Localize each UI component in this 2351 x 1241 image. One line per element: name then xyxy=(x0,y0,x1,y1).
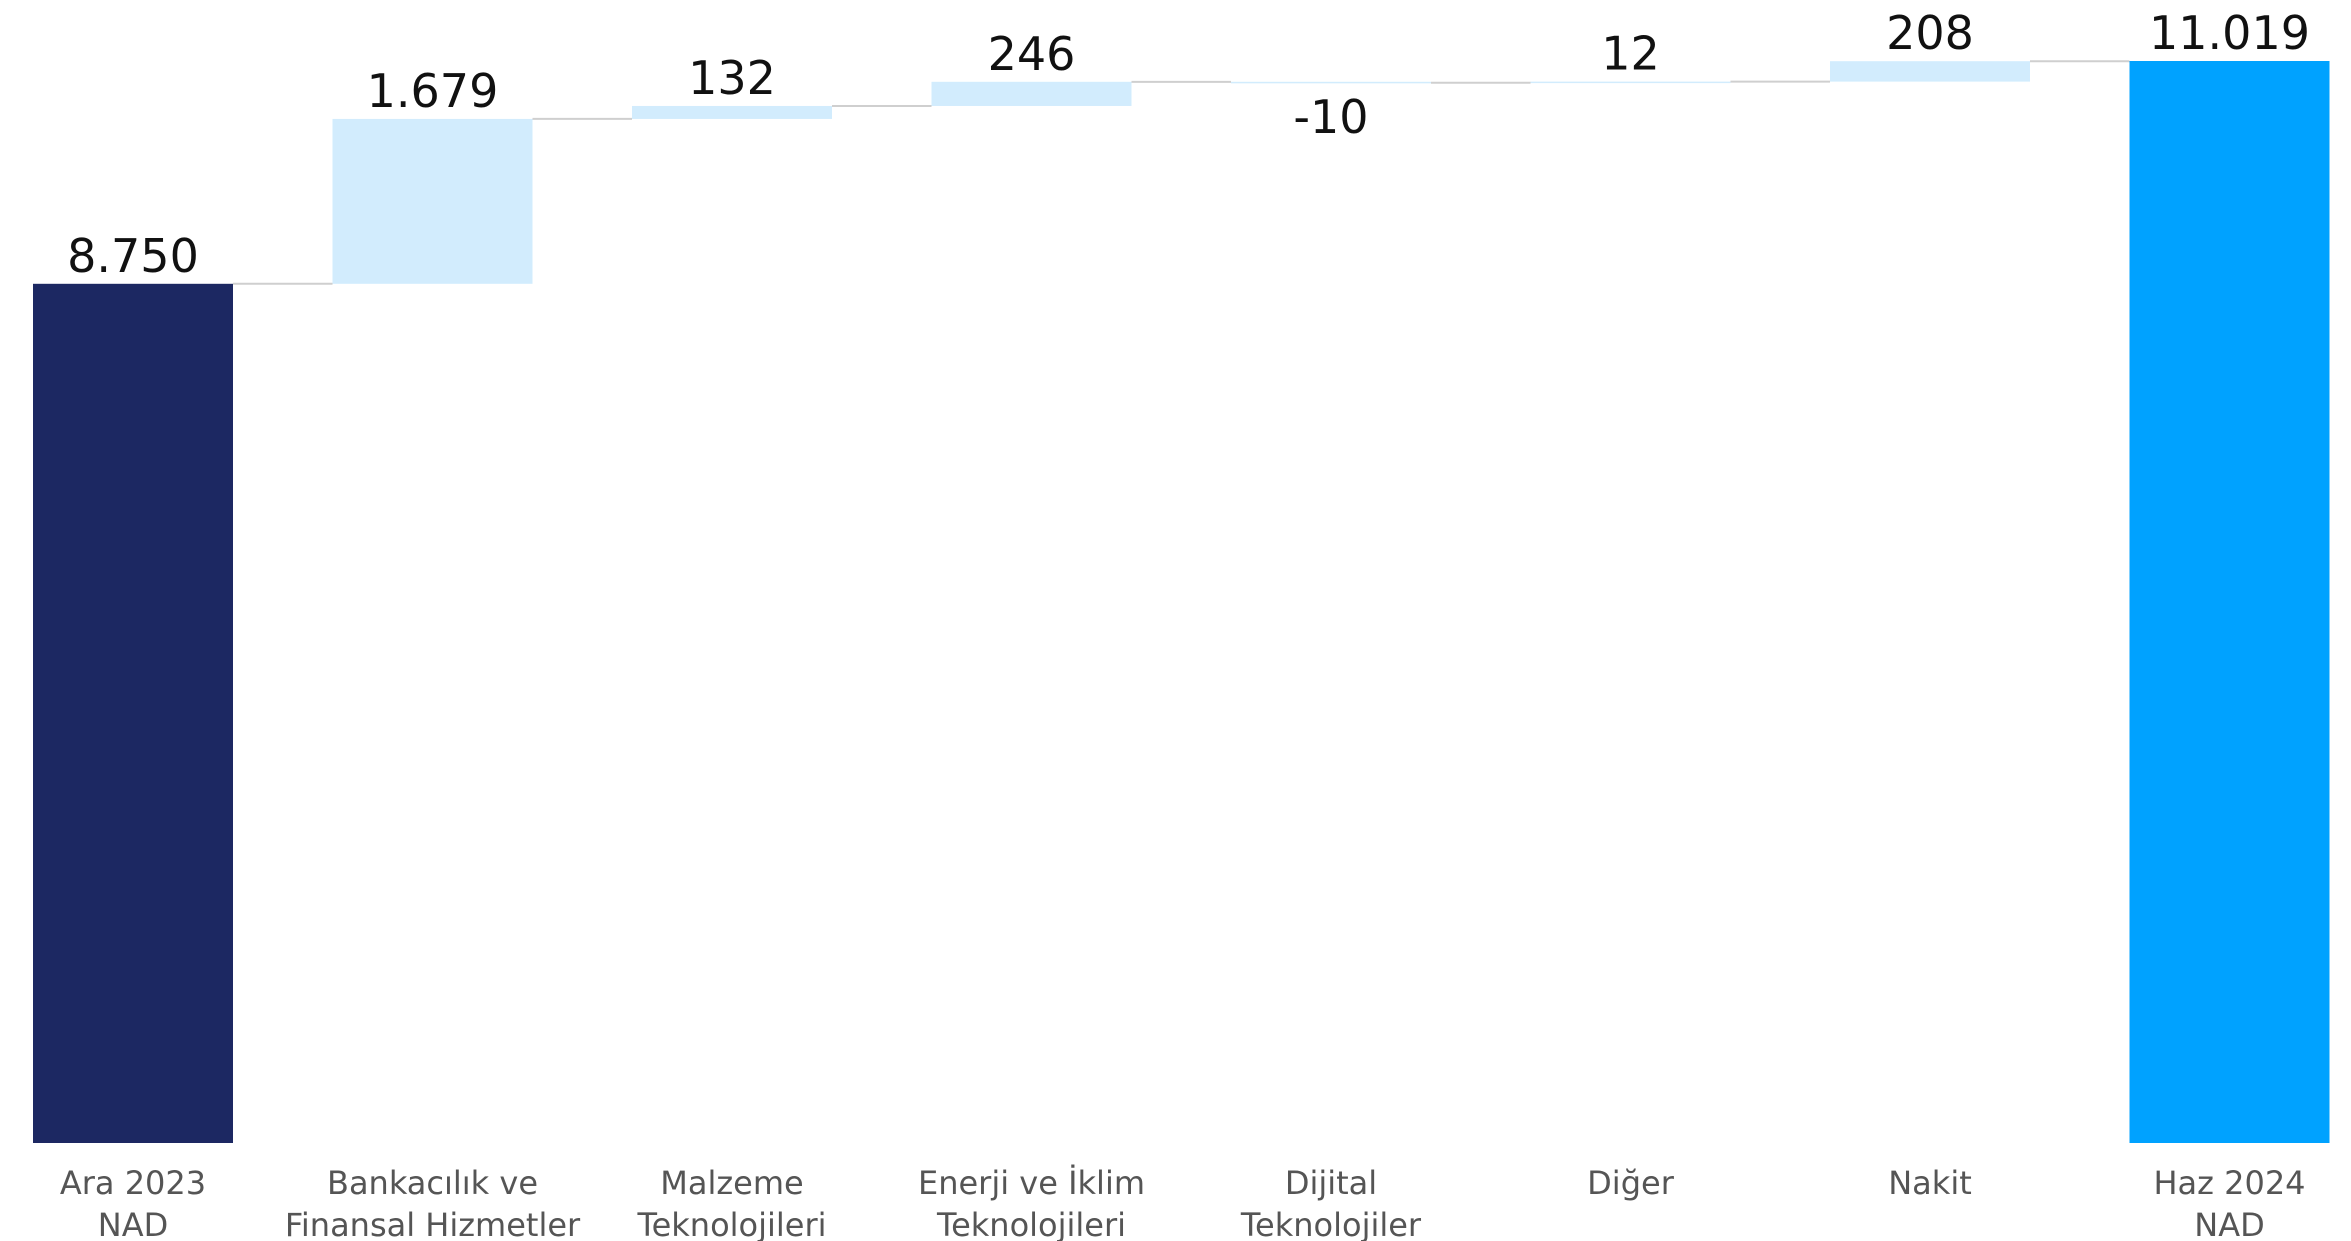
value-label: 8.750 xyxy=(67,229,199,283)
bars-group xyxy=(33,61,2330,1143)
category-label: Teknolojileri xyxy=(636,1206,826,1241)
value-label: 11.019 xyxy=(2149,6,2310,60)
value-label: 132 xyxy=(688,51,776,105)
bar xyxy=(632,105,832,119)
bar xyxy=(1530,81,1731,84)
category-label: Teknolojiler xyxy=(1240,1206,1422,1241)
category-label: Finansal Hizmetler xyxy=(285,1206,581,1241)
category-label: Ara 2023 xyxy=(60,1164,206,1202)
category-label: Malzeme xyxy=(660,1164,803,1202)
category-label: Diğer xyxy=(1587,1164,1675,1202)
connector-lines xyxy=(233,60,2130,285)
category-label: Teknolojileri xyxy=(936,1206,1126,1241)
bar xyxy=(1830,61,2030,82)
category-label: Dijital xyxy=(1285,1164,1377,1202)
category-label: Bankacılık ve xyxy=(327,1164,538,1202)
value-label: 246 xyxy=(988,27,1076,81)
category-label: Nakit xyxy=(1888,1164,1972,1202)
value-label: 208 xyxy=(1886,6,1974,60)
bar xyxy=(33,283,233,1143)
value-label: 1.679 xyxy=(367,64,499,118)
category-labels-group: Ara 2023 NAD Bankacılık ve Finansal Hizmetl… xyxy=(60,1164,2306,1241)
category-label: Enerji ve İklim xyxy=(918,1164,1145,1202)
value-label: -10 xyxy=(1293,90,1368,144)
value-labels-group: 8.750 1.679 132 246 -10 12 208 11.019 xyxy=(67,6,2310,283)
category-label: NAD xyxy=(98,1206,168,1241)
value-label: 12 xyxy=(1601,27,1660,81)
category-label: NAD xyxy=(2194,1206,2264,1241)
bar xyxy=(332,118,533,284)
bar xyxy=(2129,61,2330,1143)
bar xyxy=(931,81,1132,106)
bar xyxy=(1231,81,1431,84)
category-label: Haz 2024 xyxy=(2153,1164,2305,1202)
